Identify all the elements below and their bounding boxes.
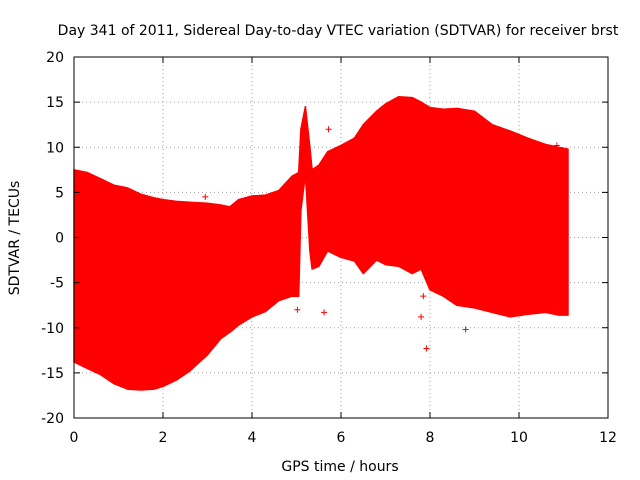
x-tick-label: 8 xyxy=(426,430,435,446)
y-tick-label: 15 xyxy=(46,95,64,111)
outlier-point xyxy=(423,345,430,352)
x-tick-label: 10 xyxy=(510,430,528,446)
y-tick-label: -20 xyxy=(41,411,64,427)
outlier-point xyxy=(202,193,209,200)
outlier-point xyxy=(321,309,328,316)
outlier-point xyxy=(462,326,469,333)
outlier-point xyxy=(325,155,332,162)
sdtvar-band xyxy=(73,95,569,391)
x-tick-label: 12 xyxy=(599,430,617,446)
x-tick-label: 0 xyxy=(70,430,79,446)
y-tick-label: -15 xyxy=(41,366,64,382)
x-tick-label: 6 xyxy=(337,430,346,446)
outlier-point xyxy=(553,142,560,149)
outlier-point xyxy=(420,293,427,300)
x-tick-label: 2 xyxy=(159,430,168,446)
chart-title: Day 341 of 2011, Sidereal Day-to-day VTE… xyxy=(58,23,619,39)
y-tick-label: 20 xyxy=(46,50,64,66)
y-tick-label: 10 xyxy=(46,140,64,156)
x-axis-label: GPS time / hours xyxy=(281,459,398,475)
series-layer xyxy=(73,95,569,391)
outlier-point xyxy=(418,313,425,320)
x-tick-label: 4 xyxy=(248,430,257,446)
outlier-point xyxy=(325,126,332,133)
y-tick-label: 5 xyxy=(55,185,64,201)
tick-layer: 0 2 4 6 8 10 12 -20 -15 -10 -5 0 5 10 15 20 xyxy=(41,50,617,446)
outlier-point xyxy=(294,306,301,313)
y-tick-label: -5 xyxy=(50,276,64,292)
y-tick-label: -10 xyxy=(41,321,64,337)
y-tick-label: 0 xyxy=(55,231,64,247)
y-axis-label: SDTVAR / TECUs xyxy=(7,181,23,296)
outlier-layer xyxy=(202,126,560,352)
